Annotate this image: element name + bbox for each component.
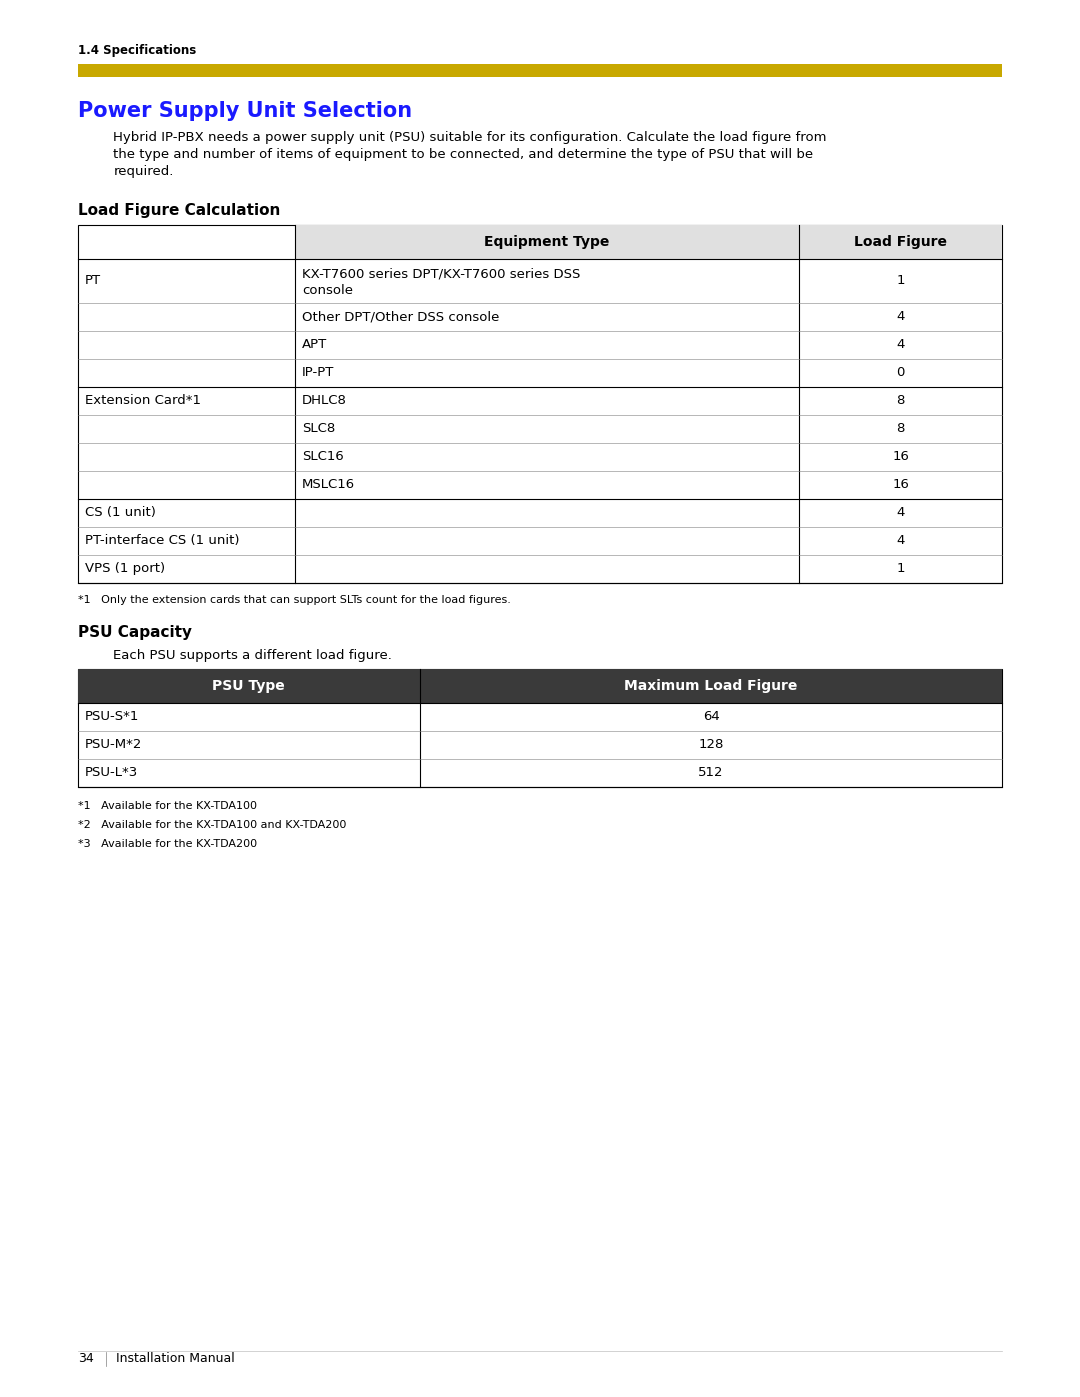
Text: Load Figure Calculation: Load Figure Calculation [78, 203, 280, 218]
Text: Power Supply Unit Selection: Power Supply Unit Selection [78, 101, 411, 120]
Text: 64: 64 [703, 710, 719, 724]
Text: SLC16: SLC16 [302, 450, 343, 462]
Text: 1.4 Specifications: 1.4 Specifications [78, 43, 195, 57]
Text: 8: 8 [896, 394, 905, 407]
Text: 1: 1 [896, 274, 905, 288]
Bar [78, 669, 1002, 787]
Text: 4: 4 [896, 310, 905, 323]
Text: 34: 34 [78, 1352, 94, 1365]
Text: required.: required. [113, 165, 174, 177]
Text: 8: 8 [896, 422, 905, 434]
Text: DHLC8: DHLC8 [302, 394, 347, 407]
Text: *1   Only the extension cards that can support SLTs count for the load figures.: *1 Only the extension cards that can sup… [78, 595, 511, 605]
Text: 512: 512 [699, 766, 724, 780]
Text: Other DPT/Other DSS console: Other DPT/Other DSS console [302, 310, 499, 323]
Text: PSU-M*2: PSU-M*2 [84, 738, 143, 752]
Text: 4: 4 [896, 534, 905, 548]
Text: Extension Card*1: Extension Card*1 [84, 394, 201, 407]
Text: console: console [302, 284, 353, 298]
Text: PT-interface CS (1 unit): PT-interface CS (1 unit) [84, 534, 240, 548]
Text: 1: 1 [896, 562, 905, 576]
Text: 128: 128 [699, 738, 724, 752]
Text: 16: 16 [892, 450, 909, 462]
Text: *2   Available for the KX-TDA100 and KX-TDA200: *2 Available for the KX-TDA100 and KX-TD… [78, 820, 346, 830]
Text: *1   Available for the KX-TDA100: *1 Available for the KX-TDA100 [78, 800, 257, 810]
Bar [78, 669, 1002, 703]
Text: PSU-S*1: PSU-S*1 [84, 710, 139, 724]
Text: 0: 0 [896, 366, 905, 379]
Text: PSU-L*3: PSU-L*3 [84, 766, 138, 780]
Text: PSU Capacity: PSU Capacity [78, 624, 192, 640]
Text: 16: 16 [892, 478, 909, 492]
Text: CS (1 unit): CS (1 unit) [84, 506, 156, 520]
Text: PT: PT [84, 274, 100, 288]
Bar [78, 225, 1002, 583]
Bar [78, 64, 1002, 77]
Bar [295, 225, 1002, 258]
Text: Each PSU supports a different load figure.: Each PSU supports a different load figur… [113, 648, 392, 662]
Text: VPS (1 port): VPS (1 port) [84, 562, 165, 576]
Text: APT: APT [302, 338, 327, 351]
Text: *3   Available for the KX-TDA200: *3 Available for the KX-TDA200 [78, 838, 257, 848]
Text: IP-PT: IP-PT [302, 366, 335, 379]
Text: Hybrid IP-PBX needs a power supply unit (PSU) suitable for its configuration. Ca: Hybrid IP-PBX needs a power supply unit … [113, 130, 827, 144]
Text: PSU Type: PSU Type [213, 679, 285, 693]
Text: 4: 4 [896, 506, 905, 520]
Text: Installation Manual: Installation Manual [116, 1352, 234, 1365]
Text: MSLC16: MSLC16 [302, 478, 355, 492]
Text: the type and number of items of equipment to be connected, and determine the typ: the type and number of items of equipmen… [113, 148, 813, 161]
Text: Maximum Load Figure: Maximum Load Figure [624, 679, 798, 693]
Text: SLC8: SLC8 [302, 422, 335, 434]
Text: KX-T7600 series DPT/KX-T7600 series DSS: KX-T7600 series DPT/KX-T7600 series DSS [302, 267, 580, 279]
Text: Load Figure: Load Figure [854, 235, 947, 249]
Text: 4: 4 [896, 338, 905, 351]
Text: Equipment Type: Equipment Type [484, 235, 609, 249]
